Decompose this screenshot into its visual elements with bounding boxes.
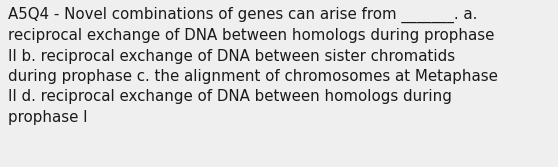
Text: A5Q4 - Novel combinations of genes can arise from _______. a.
reciprocal exchang: A5Q4 - Novel combinations of genes can a… [8,7,498,125]
